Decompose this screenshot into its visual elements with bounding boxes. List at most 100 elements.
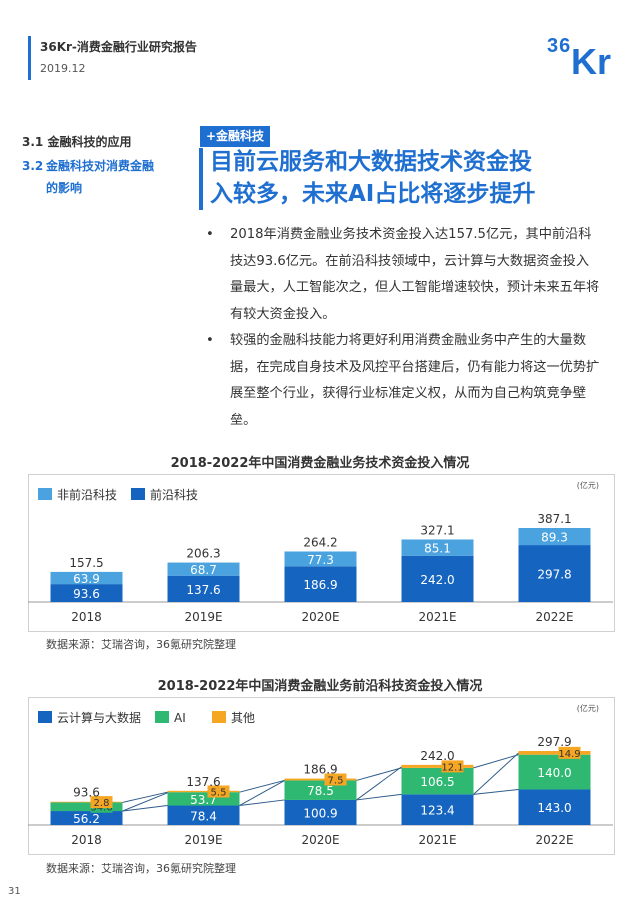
bullet-dot-icon: • xyxy=(206,227,214,242)
bar-segment xyxy=(518,751,591,755)
bullet-text: 较强的金融科技能力将更好利用消费金融业务中产生的大量数据，在完成自身技术及风控平… xyxy=(230,333,600,428)
bar-segment xyxy=(284,551,357,567)
trend-line xyxy=(356,767,402,781)
data-label: 297.8 xyxy=(537,568,571,582)
legend-label: 前沿科技 xyxy=(150,487,198,502)
legend-label: 非前沿科技 xyxy=(57,487,117,502)
x-tick-label: 2020E xyxy=(301,833,339,847)
trend-line xyxy=(239,779,285,793)
heading-line: 入较多，未来AI占比将逐步提升 xyxy=(210,181,536,207)
legend-label: 其他 xyxy=(231,711,255,725)
bullet-item: • 较强的金融科技能力将更好利用消费金融业务中产生的大量数据，在完成自身技术及风… xyxy=(200,328,600,434)
data-label: 106.5 xyxy=(420,775,454,789)
data-label: 63.9 xyxy=(73,572,100,586)
trend-line xyxy=(239,799,285,807)
data-label: 143.0 xyxy=(537,801,571,815)
data-label: 100.9 xyxy=(303,806,337,820)
total-label: 327.1 xyxy=(420,523,454,537)
x-tick-label: 2019E xyxy=(184,833,222,847)
total-label: 297.9 xyxy=(537,735,571,749)
trend-line xyxy=(473,752,519,795)
chart2-title: 2018-2022年中国消费金融业务前沿科技资金投入情况 xyxy=(157,679,483,694)
data-label: 78.5 xyxy=(307,784,334,798)
bar-segment xyxy=(284,778,357,781)
bar-segment xyxy=(50,801,123,803)
total-label: 93.6 xyxy=(73,786,100,800)
data-label-bg xyxy=(90,796,113,809)
x-tick-label: 2022E xyxy=(535,833,573,847)
bar-segment xyxy=(284,566,357,602)
nav-item-3-2[interactable]: 3.2 金融科技对消费金融 的影响 xyxy=(22,155,192,199)
data-label: 7.5 xyxy=(328,776,344,787)
data-label: 186.9 xyxy=(303,578,337,592)
trend-line xyxy=(122,792,168,812)
heading-accent-bar xyxy=(199,148,203,210)
legend-swatch xyxy=(38,488,52,500)
bullet-item: • 2018年消费金融业务技术资金投入达157.5亿元，其中前沿科技达93.6亿… xyxy=(200,222,600,328)
trend-line xyxy=(122,791,168,803)
total-label: 157.5 xyxy=(69,556,103,570)
nav-item-label: 金融科技的应用 xyxy=(47,135,132,149)
data-label-bg xyxy=(324,773,347,786)
data-label-bg xyxy=(558,746,581,759)
x-tick-label: 2021E xyxy=(418,833,456,847)
data-label: 34.6 xyxy=(90,803,112,814)
total-label: 264.2 xyxy=(303,535,337,549)
data-label: 140.0 xyxy=(537,766,571,780)
bar-segment xyxy=(167,562,240,576)
bar-segment xyxy=(401,794,474,825)
bar-segment xyxy=(401,764,474,768)
data-label-bg xyxy=(441,760,464,773)
bar-segment xyxy=(518,754,591,790)
section-tag: +金融科技 xyxy=(200,126,271,147)
legend-swatch xyxy=(155,711,169,723)
data-label: 89.3 xyxy=(541,531,568,545)
nav-item-label-cont: 的影响 xyxy=(46,181,83,195)
chart1-title: 2018-2022年中国消费金融业务技术资金投入情况 xyxy=(170,456,470,471)
legend-swatch xyxy=(131,488,145,500)
total-label: 387.1 xyxy=(537,512,571,526)
bar-segment xyxy=(50,802,123,812)
x-tick-label: 2021E xyxy=(418,610,456,624)
x-tick-label: 2020E xyxy=(301,610,339,624)
data-label: 14.9 xyxy=(558,749,580,760)
data-label: 56.2 xyxy=(73,812,100,826)
unit-label: (亿元) xyxy=(577,703,599,713)
bar-segment xyxy=(284,799,357,825)
chart-frame xyxy=(28,474,615,632)
data-label: 2.8 xyxy=(94,798,110,809)
x-tick-label: 2018 xyxy=(71,610,102,624)
total-label: 242.0 xyxy=(420,749,454,763)
data-label: 123.4 xyxy=(420,804,454,818)
total-label: 206.3 xyxy=(186,547,220,561)
bullet-dot-icon: • xyxy=(206,333,214,348)
report-title: 36Kr-消费金融行业研究报告 xyxy=(40,40,197,54)
legend-label: AI xyxy=(174,711,186,725)
legend-swatch xyxy=(38,711,52,723)
legend-label: 云计算与大数据 xyxy=(57,710,141,725)
bar-segment xyxy=(401,539,474,556)
page-number: 31 xyxy=(8,886,21,897)
bar-segment xyxy=(167,805,240,825)
data-label: 93.6 xyxy=(73,587,100,601)
chart2-frontier-tech-investment: (亿元)云计算与大数据 AI 其他56.234.62.893.6201878.453… xyxy=(28,697,615,855)
data-label: 77.3 xyxy=(307,553,334,567)
data-label: 85.1 xyxy=(424,542,451,556)
heading-line: 目前云服务和大数据技术资金投 xyxy=(210,149,532,175)
nav-item-number: 3.1 xyxy=(22,135,44,149)
x-tick-label: 2019E xyxy=(184,610,222,624)
total-label: 186.9 xyxy=(303,763,337,777)
chart1-source: 数据来源：艾瑞咨询，36氪研究院整理 xyxy=(46,638,236,651)
nav-item-number: 3.2 xyxy=(22,159,44,173)
legend-swatch xyxy=(212,711,226,723)
bar-segment xyxy=(50,811,123,825)
bar-segment xyxy=(50,571,123,585)
data-label: 242.0 xyxy=(420,573,454,587)
nav-item-3-1[interactable]: 3.1 金融科技的应用 xyxy=(22,133,131,150)
bullet-list: • 2018年消费金融业务技术资金投入达157.5亿元，其中前沿科技达93.6亿… xyxy=(200,222,600,434)
chart2-source: 数据来源：艾瑞咨询，36氪研究院整理 xyxy=(46,862,236,875)
bar-segment xyxy=(167,575,240,602)
header-accent-bar xyxy=(28,36,31,80)
bar-segment xyxy=(518,528,591,546)
trend-line xyxy=(356,766,402,801)
